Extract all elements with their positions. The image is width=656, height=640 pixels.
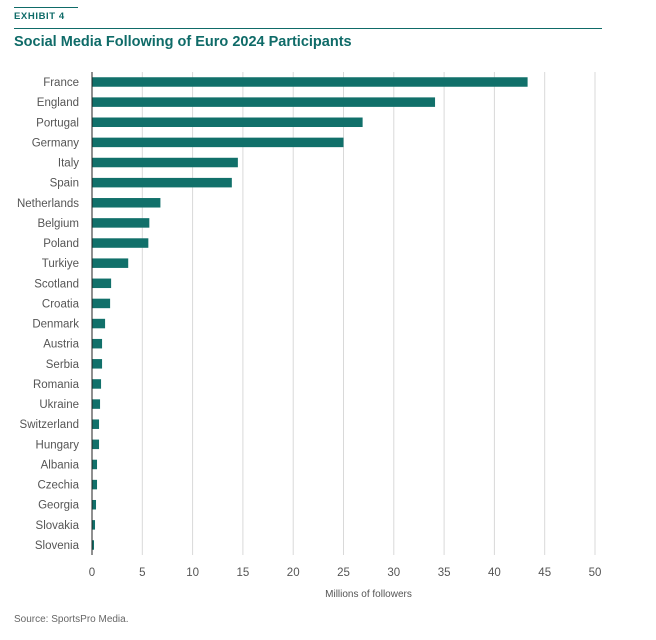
category-labels: France England Portugal Germany Italy Spain Ne… — [17, 77, 80, 552]
bar — [92, 499, 97, 510]
bar — [92, 540, 95, 550]
category-label: Albania — [41, 459, 80, 471]
bar — [92, 439, 100, 450]
chart-title: Social Media Following of Euro 2024 Part… — [14, 34, 352, 50]
x-tick-label: 20 — [287, 567, 300, 579]
bar — [92, 459, 98, 470]
category-label: Ukraine — [39, 399, 79, 411]
bar — [92, 419, 100, 429]
bar — [92, 258, 129, 268]
bar — [92, 137, 344, 148]
bar — [92, 318, 106, 329]
bar — [92, 379, 102, 389]
bar — [92, 520, 96, 530]
bars — [92, 77, 528, 550]
x-tick-labels: 0 5 10 15 20 25 30 35 40 45 50 — [89, 567, 602, 579]
category-label: Netherlands — [17, 198, 79, 210]
bar — [92, 238, 149, 248]
x-tick-label: 10 — [186, 567, 199, 579]
category-label: Poland — [43, 238, 79, 250]
category-label: Slovakia — [36, 520, 80, 532]
category-label: Czechia — [37, 480, 79, 492]
bar — [92, 359, 103, 369]
bar — [92, 278, 112, 289]
x-tick-label: 40 — [488, 567, 501, 579]
x-tick-label: 35 — [438, 567, 451, 579]
category-label: Denmark — [32, 319, 79, 331]
bar — [92, 157, 238, 168]
category-label: Italy — [58, 158, 79, 170]
exhibit-rule — [14, 7, 78, 8]
category-label: Serbia — [46, 359, 80, 371]
bar — [92, 117, 363, 128]
category-label: Scotland — [34, 278, 79, 290]
category-label: Croatia — [42, 298, 80, 310]
x-tick-label: 15 — [237, 567, 250, 579]
x-tick-label: 50 — [589, 567, 602, 579]
x-tick-label: 0 — [89, 567, 95, 579]
bar — [92, 198, 161, 208]
source-note: Source: SportsPro Media. — [14, 614, 129, 625]
category-label: Portugal — [36, 117, 79, 129]
category-label: Germany — [32, 137, 80, 149]
category-label: England — [37, 97, 79, 109]
x-axis-label: Millions of followers — [325, 589, 412, 600]
category-label: Slovenia — [35, 540, 80, 552]
category-label: Georgia — [38, 500, 80, 512]
category-label: Hungary — [36, 439, 80, 451]
category-label: France — [43, 77, 79, 89]
bar — [92, 97, 436, 107]
bar — [92, 338, 103, 349]
category-label: Turkiye — [42, 258, 79, 270]
bar — [92, 218, 150, 228]
bar — [92, 177, 232, 188]
x-tick-label: 25 — [337, 567, 350, 579]
bar — [92, 77, 528, 87]
x-tick-label: 45 — [538, 567, 551, 579]
bar — [92, 298, 111, 309]
bar — [92, 399, 101, 409]
category-label: Belgium — [37, 218, 79, 230]
exhibit-label: EXHIBIT 4 — [14, 11, 65, 22]
title-rule — [14, 28, 602, 29]
category-label: Romania — [33, 379, 80, 391]
bar — [92, 479, 98, 490]
category-label: Austria — [43, 339, 79, 351]
x-tick-label: 5 — [139, 567, 145, 579]
category-label: Spain — [50, 178, 79, 190]
x-tick-label: 30 — [387, 567, 400, 579]
grid-lines — [141, 72, 596, 555]
category-label: Switzerland — [20, 419, 79, 431]
